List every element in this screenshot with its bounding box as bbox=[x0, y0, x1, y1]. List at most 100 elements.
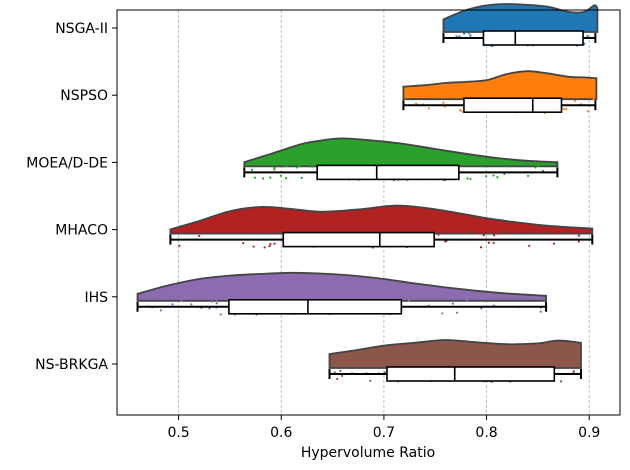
box bbox=[282, 231, 435, 248]
data-point bbox=[492, 241, 495, 244]
x-tick-label: 0.6 bbox=[270, 425, 292, 441]
data-point bbox=[415, 102, 418, 105]
data-point bbox=[497, 232, 500, 235]
data-point bbox=[311, 165, 314, 168]
data-point bbox=[295, 166, 298, 169]
data-point bbox=[469, 177, 472, 181]
series-group bbox=[243, 137, 559, 182]
violin-half bbox=[136, 271, 547, 302]
data-point bbox=[279, 174, 283, 177]
series-group bbox=[402, 70, 598, 115]
y-tick-label: NS-BRKGA bbox=[35, 357, 108, 373]
data-point bbox=[455, 311, 459, 314]
data-point bbox=[268, 245, 271, 248]
data-point bbox=[263, 246, 266, 249]
data-point bbox=[503, 172, 506, 176]
data-point bbox=[479, 246, 483, 249]
data-point bbox=[526, 174, 530, 178]
data-point bbox=[171, 303, 174, 306]
data-point bbox=[562, 108, 565, 111]
data-point bbox=[534, 166, 537, 169]
data-point bbox=[333, 371, 336, 374]
data-point bbox=[573, 231, 576, 235]
data-point bbox=[210, 300, 213, 303]
series-group bbox=[136, 271, 548, 316]
x-tick-label: 0.9 bbox=[578, 425, 600, 441]
y-tick-label: NSGA-II bbox=[55, 21, 108, 37]
data-point bbox=[537, 164, 540, 167]
box bbox=[386, 366, 556, 382]
data-point bbox=[242, 241, 245, 245]
y-tick-label: IHS bbox=[84, 290, 108, 306]
y-tick-label: NSPSO bbox=[60, 88, 108, 104]
data-point bbox=[577, 96, 580, 99]
data-point bbox=[484, 175, 488, 178]
x-tick-label: 0.8 bbox=[475, 425, 497, 441]
data-point bbox=[219, 313, 222, 316]
data-point bbox=[250, 168, 254, 172]
data-point bbox=[565, 108, 568, 111]
data-point bbox=[442, 101, 445, 104]
data-point bbox=[449, 230, 453, 233]
data-point bbox=[369, 379, 372, 382]
data-point bbox=[215, 298, 218, 302]
data-point bbox=[451, 302, 454, 305]
data-point bbox=[252, 245, 255, 248]
series-group bbox=[169, 204, 594, 249]
data-point bbox=[300, 176, 303, 179]
box bbox=[463, 97, 563, 113]
data-point bbox=[208, 307, 211, 310]
data-point bbox=[190, 303, 193, 306]
data-point bbox=[557, 231, 560, 235]
data-point bbox=[273, 242, 276, 245]
data-point bbox=[273, 168, 276, 171]
data-point bbox=[198, 234, 201, 238]
data-point bbox=[285, 165, 288, 168]
data-point bbox=[427, 107, 430, 110]
data-point bbox=[339, 369, 342, 372]
data-point bbox=[467, 29, 471, 32]
data-point bbox=[539, 310, 542, 313]
series-group bbox=[328, 339, 582, 383]
data-point bbox=[178, 244, 181, 247]
series-group bbox=[442, 3, 599, 47]
x-axis-label: Hypervolume Ratio bbox=[301, 445, 435, 461]
violin-half bbox=[328, 339, 582, 369]
violin-half bbox=[243, 137, 559, 168]
data-point bbox=[577, 234, 581, 237]
data-point bbox=[180, 299, 183, 302]
x-axis: 0.5 0.6 0.7 0.8 0.9 bbox=[167, 415, 600, 441]
data-point bbox=[336, 377, 339, 381]
data-point bbox=[466, 299, 469, 302]
data-point bbox=[487, 241, 490, 244]
data-point bbox=[298, 165, 302, 168]
data-point bbox=[159, 309, 163, 312]
data-point bbox=[549, 163, 552, 166]
x-tick-label: 0.7 bbox=[373, 425, 395, 441]
data-point bbox=[528, 244, 531, 247]
data-point bbox=[463, 32, 466, 35]
data-point bbox=[253, 176, 256, 179]
data-point bbox=[441, 312, 444, 315]
data-point bbox=[482, 233, 485, 237]
data-point bbox=[215, 302, 218, 305]
y-tick-label: MHACO bbox=[55, 223, 108, 239]
data-point bbox=[273, 166, 276, 169]
data-point bbox=[572, 371, 575, 374]
data-point bbox=[261, 177, 265, 180]
box bbox=[228, 298, 403, 315]
data-point bbox=[340, 374, 344, 378]
data-point bbox=[285, 177, 288, 180]
plot-frame bbox=[116, 9, 621, 416]
data-point bbox=[460, 110, 463, 113]
violin-half bbox=[169, 204, 594, 235]
box bbox=[316, 164, 460, 181]
data-point bbox=[492, 174, 495, 177]
data-point bbox=[407, 299, 411, 302]
data-point bbox=[560, 380, 563, 383]
data-point bbox=[586, 35, 589, 38]
data-point bbox=[459, 109, 462, 112]
data-point bbox=[269, 176, 272, 179]
data-point bbox=[269, 242, 272, 246]
